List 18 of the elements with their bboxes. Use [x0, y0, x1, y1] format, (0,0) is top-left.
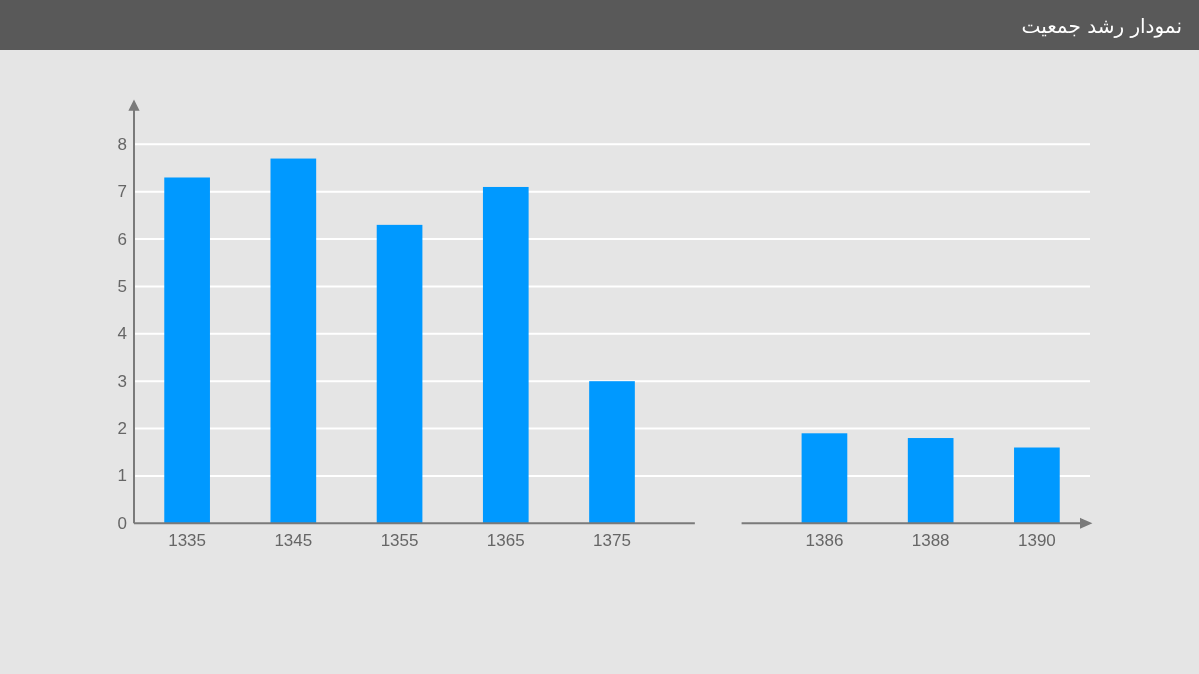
y-tick-label: 2	[117, 419, 127, 439]
x-tick-label: 1345	[274, 530, 313, 550]
x-tick-label: 1335	[168, 530, 207, 550]
x-tick-label: 1365	[486, 530, 525, 550]
y-tick-label: 3	[117, 371, 127, 391]
x-tick-label: 1375	[593, 530, 631, 550]
y-tick-label: 1	[117, 466, 127, 486]
y-tick-label: 4	[117, 324, 127, 344]
y-tick-label: 0	[117, 513, 127, 533]
y-tick-label: 6	[117, 229, 127, 249]
y-tick-label: 5	[117, 276, 127, 296]
x-tick-label: 1355	[380, 530, 419, 550]
title: نمودار رشد جمعیت	[1021, 14, 1182, 38]
y-tick-label: 8	[117, 134, 127, 154]
x-tick-label: 1390	[1017, 530, 1056, 550]
x-tick-label: 1388	[911, 530, 950, 550]
y-tick-label: 7	[117, 182, 127, 202]
x-tick-label: 1386	[805, 530, 844, 550]
